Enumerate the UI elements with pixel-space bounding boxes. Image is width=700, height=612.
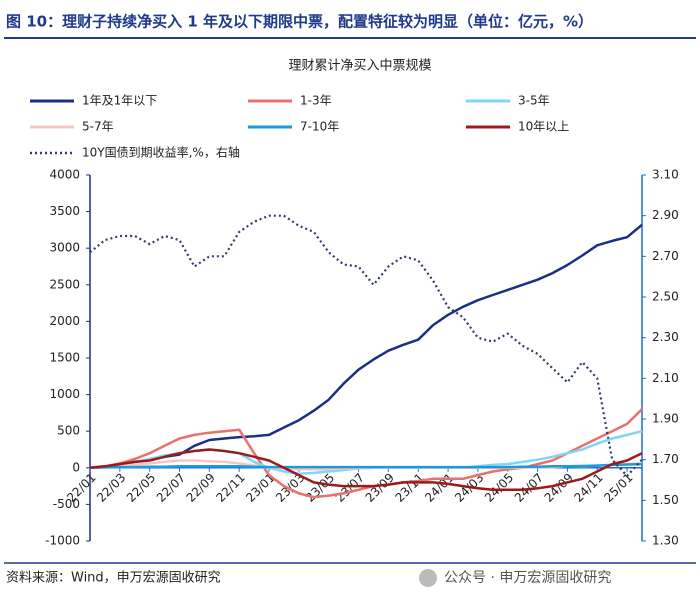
- legend-label: 7-10年: [300, 120, 339, 134]
- y-tick-label: 500: [57, 424, 80, 438]
- x-tick-label: 22/07: [154, 470, 188, 504]
- x-tick-label: 24/05: [482, 470, 516, 504]
- legend-label: 3-5年: [518, 94, 550, 108]
- y-tick-label: 2500: [49, 277, 80, 291]
- legend-label: 5-7年: [82, 120, 114, 134]
- y2-tick-label: 2.90: [652, 208, 679, 222]
- x-tick-label: 22/05: [124, 470, 158, 504]
- y2-tick-label: 1.90: [652, 412, 679, 426]
- y2-tick-label: 1.30: [652, 534, 679, 548]
- y-tick-label: 0: [72, 460, 80, 474]
- x-tick-label: 23/11: [392, 470, 426, 504]
- source: 资料来源：Wind，申万宏源固收研究: [6, 571, 221, 586]
- figure-title: 图 10：理财子持续净买入 1 年及以下期限中票，配置特征较为明显（单位：亿元，…: [6, 13, 593, 31]
- x-tick-label: 22/11: [213, 470, 247, 504]
- series-line: [89, 408, 643, 499]
- watermark: 公众号 · 申万宏源固收研究: [444, 570, 611, 586]
- series-line: [89, 223, 643, 470]
- y2-tick-label: 1.70: [652, 452, 679, 466]
- y-tick-label: 2000: [49, 314, 80, 328]
- x-tick-label: 24/01: [422, 470, 456, 504]
- y-tick-label: 3000: [49, 241, 80, 255]
- x-tick-label: 22/03: [94, 470, 128, 504]
- y2-tick-label: 2.50: [652, 290, 679, 304]
- y-tick-label: -1000: [45, 534, 80, 548]
- series-line: [89, 462, 643, 470]
- legend-label: 1年及1年以下: [82, 94, 157, 108]
- legend-label: 1-3年: [300, 94, 332, 108]
- y2-tick-label: 2.70: [652, 249, 679, 263]
- y2-tick-label: 2.10: [652, 371, 679, 385]
- series-line: [89, 214, 643, 477]
- y-tick-label: 1000: [49, 387, 80, 401]
- x-tick-label: 23/01: [243, 470, 277, 504]
- legend-label: 10Y国债到期收益率,%，右轴: [82, 145, 240, 160]
- y2-tick-label: 2.30: [652, 330, 679, 344]
- chart-title: 理财累计净买入中票规模: [288, 59, 431, 74]
- y2-tick-label: 3.10: [652, 168, 679, 182]
- y-tick-label: 4000: [49, 168, 80, 182]
- wechat-icon: [419, 569, 437, 587]
- x-tick-label: 23/05: [303, 470, 337, 504]
- y2-tick-label: 1.50: [652, 493, 679, 507]
- legend-label: 10年以上: [518, 120, 569, 134]
- x-tick-label: 22/01: [64, 470, 98, 504]
- x-tick-label: 22/09: [184, 470, 218, 504]
- series-line: [89, 448, 643, 492]
- y-tick-label: 1500: [49, 351, 80, 365]
- y-tick-label: -500: [53, 497, 80, 511]
- y-tick-label: 3500: [49, 204, 80, 218]
- x-tick-label: 25/01: [601, 470, 635, 504]
